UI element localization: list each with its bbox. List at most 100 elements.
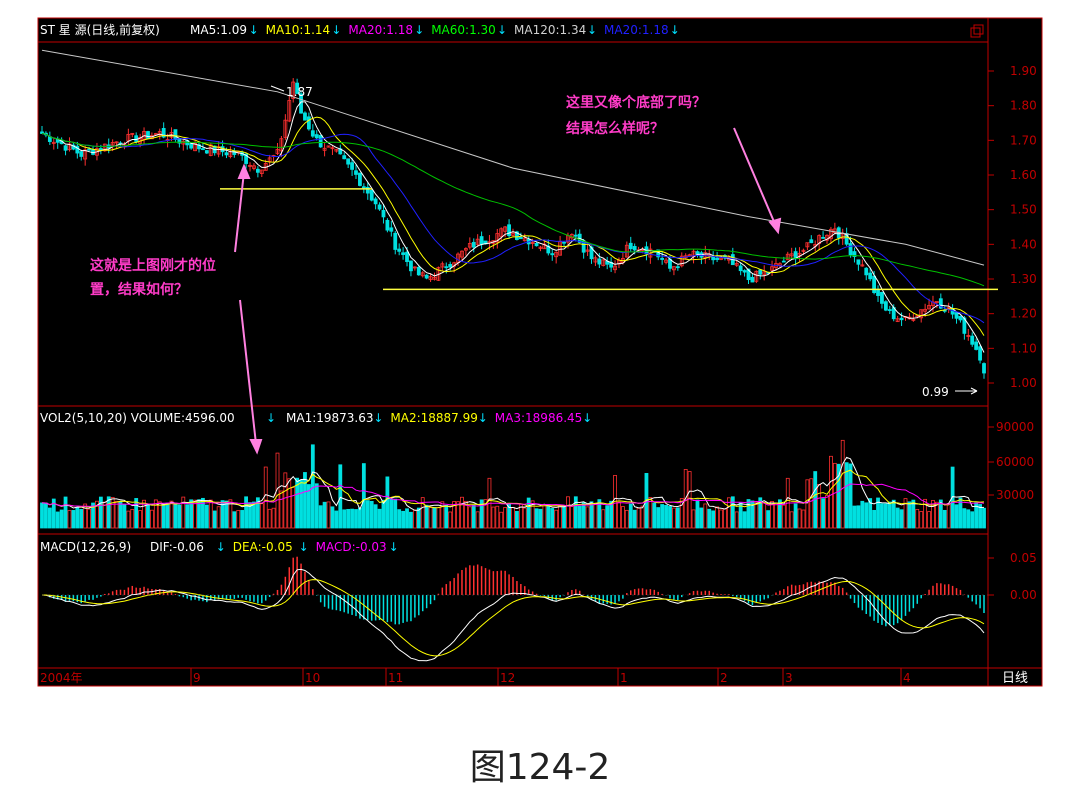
vol-ma1-line <box>41 456 985 511</box>
candle-body <box>87 148 91 151</box>
volume-bar <box>672 507 676 529</box>
candle-body <box>762 271 767 275</box>
candle-body <box>161 128 166 138</box>
volume-bar <box>185 504 190 529</box>
candle-body <box>330 147 335 150</box>
volume-bar <box>98 496 103 529</box>
annotation-arrows <box>234 127 782 455</box>
volume-bar <box>829 455 833 529</box>
candle-body <box>314 134 319 139</box>
volume-bar <box>891 499 896 529</box>
date-label: 11 <box>388 671 403 685</box>
candle-body <box>840 233 845 240</box>
volume-bar <box>601 509 606 529</box>
volume-bar <box>734 511 739 529</box>
volume-bar <box>79 508 84 529</box>
volume-bar <box>220 500 225 529</box>
volume-bar <box>255 497 260 529</box>
volume-bar <box>334 510 339 529</box>
candle-body <box>416 266 421 276</box>
price-axis-label: 1.20 <box>1010 307 1037 321</box>
dif-line <box>41 568 985 662</box>
candle-body <box>424 274 429 279</box>
down-arrow-icon: ↓ <box>497 23 507 37</box>
volume-bar <box>216 506 221 529</box>
volume-bar <box>628 503 633 529</box>
volume-bar <box>770 501 774 529</box>
volume-bar <box>126 510 131 529</box>
volume-bar <box>283 472 288 529</box>
arrow-left-down <box>239 299 257 445</box>
candle-body <box>412 266 417 269</box>
volume-bar <box>938 499 943 529</box>
volume-bar <box>373 504 378 529</box>
volume-bar <box>832 462 837 529</box>
candle-body <box>750 276 755 283</box>
volume-bar <box>970 511 975 529</box>
volume-bar <box>157 501 162 529</box>
volume-bar <box>228 499 233 529</box>
volume-bar <box>314 483 319 529</box>
volume-legend-item-2: MA3:18986.45 <box>495 411 583 425</box>
candle-body <box>255 168 260 173</box>
candle-body <box>444 266 449 269</box>
candle-body <box>809 239 814 244</box>
volume-bar <box>83 503 88 529</box>
volume-bar <box>456 501 460 529</box>
candle-body <box>738 265 743 272</box>
volume-bar <box>365 500 370 529</box>
candle-body <box>982 363 986 374</box>
candle-body <box>507 224 511 237</box>
date-label: 9 <box>193 671 201 685</box>
candle-body <box>887 309 892 311</box>
candle-body <box>354 170 358 175</box>
volume-bar <box>648 497 653 529</box>
volume-bar <box>354 509 358 529</box>
volume-bar <box>499 511 504 529</box>
volume-bar <box>522 507 527 529</box>
candle-body <box>220 146 225 153</box>
candle-body <box>805 242 810 248</box>
candle-body <box>542 243 547 250</box>
volume-bar <box>507 503 511 529</box>
volume-bar <box>467 506 472 529</box>
volume-bar <box>503 507 508 529</box>
down-arrow-icon: ↓ <box>266 411 276 425</box>
candle-body <box>479 236 484 245</box>
candle-body <box>538 246 543 249</box>
down-arrow-icon: ↓ <box>587 23 597 37</box>
candle-body <box>522 237 527 242</box>
candle-body <box>899 317 904 321</box>
volume-bar <box>350 508 354 529</box>
ma-lines-layer <box>41 49 985 353</box>
volume-bar <box>338 464 343 529</box>
volume-bar <box>719 509 723 529</box>
volume-bar <box>91 502 95 529</box>
volume-bar <box>711 510 716 529</box>
volume-bar <box>142 499 146 529</box>
macd-axis-label: 0.00 <box>1010 588 1037 602</box>
volume-bar <box>538 508 543 529</box>
candle-body <box>279 138 284 152</box>
volume-bar <box>624 509 629 529</box>
volume-bar <box>797 508 802 529</box>
candle-body <box>770 266 774 271</box>
volume-bar <box>675 507 680 529</box>
candle-body <box>83 149 88 160</box>
candle-body <box>554 251 559 258</box>
candle-body <box>880 291 884 304</box>
date-label: 12 <box>500 671 515 685</box>
candle-body <box>672 266 676 271</box>
volume-bar <box>71 510 76 529</box>
ma120-line <box>41 49 985 266</box>
volume-bar <box>840 439 845 529</box>
candle-body <box>420 272 425 277</box>
candle-body <box>742 270 747 273</box>
volume-bar <box>252 501 256 529</box>
volume-bar <box>935 501 939 529</box>
volume-bar <box>358 507 362 529</box>
candle-body <box>927 305 931 310</box>
candle-body <box>303 112 307 121</box>
window-restore-icon[interactable] <box>973 24 984 35</box>
down-arrow-icon: ↓ <box>331 23 341 37</box>
